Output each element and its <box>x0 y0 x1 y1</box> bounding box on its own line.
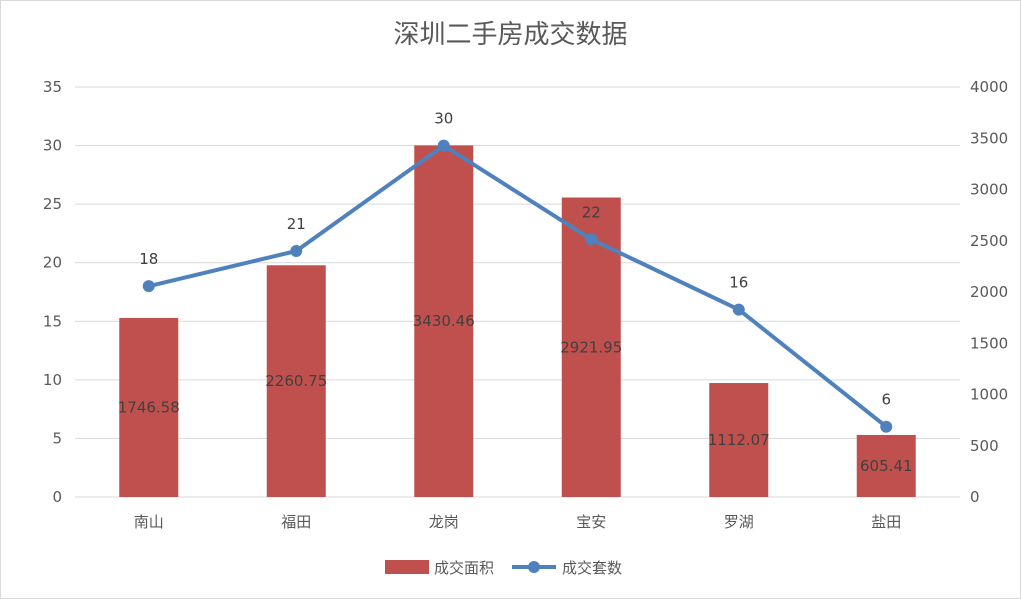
y-right-tick-label: 0 <box>970 488 980 506</box>
bar <box>119 317 179 497</box>
y-left-tick-label: 30 <box>43 137 62 155</box>
line-point <box>290 245 303 257</box>
line-data-label: 30 <box>434 110 453 128</box>
y-left-tick-label: 10 <box>43 371 62 389</box>
y-right-tick-label: 3000 <box>970 181 1008 199</box>
line-point <box>142 280 155 293</box>
bar <box>266 265 326 497</box>
x-tick-label: 盐田 <box>871 513 901 531</box>
series-line <box>148 143 888 429</box>
y-right-tick-label: 1500 <box>970 334 1008 352</box>
bar-data-label: 2921.95 <box>560 338 622 356</box>
y-right-tick-label: 2000 <box>970 283 1008 301</box>
line-point <box>732 303 745 316</box>
y-left-tick-label: 0 <box>52 488 62 506</box>
legend-swatch-bar <box>385 560 429 574</box>
y-right-tick-label: 500 <box>970 437 999 455</box>
legend-swatch-marker <box>528 561 540 573</box>
bar-data-label: 3430.46 <box>413 312 475 330</box>
y-left-tick-label: 5 <box>52 429 62 447</box>
line-data-label: 21 <box>287 215 306 233</box>
x-tick-label: 龙岗 <box>429 513 459 531</box>
bar-data-label: 2260.75 <box>265 372 327 390</box>
line-data-label: 6 <box>881 391 891 409</box>
y-left-tick-label: 15 <box>43 312 62 330</box>
y-left-tick-label: 35 <box>43 78 62 96</box>
bar <box>709 383 769 497</box>
bar <box>414 145 474 497</box>
y-left-tick-label: 20 <box>43 254 62 272</box>
line-data-label: 22 <box>582 203 601 221</box>
line-point <box>437 139 450 152</box>
bar-data-label: 1746.58 <box>118 398 180 416</box>
bar <box>856 434 916 497</box>
x-tick-label: 南山 <box>134 513 164 531</box>
y-left-tick-label: 25 <box>43 195 62 213</box>
x-tick-label: 福田 <box>281 513 311 531</box>
x-tick-label: 罗湖 <box>724 513 754 531</box>
legend-label-line: 成交套数 <box>562 559 622 577</box>
y-right-tick-label: 1000 <box>970 386 1008 404</box>
y-right-tick-label: 3500 <box>970 129 1008 147</box>
line-data-label: 16 <box>729 274 748 292</box>
y-right-tick-label: 4000 <box>970 78 1008 96</box>
line-point <box>880 420 893 433</box>
x-tick-label: 宝安 <box>576 513 606 531</box>
line-point <box>585 233 598 246</box>
bar-data-label: 1112.07 <box>708 431 770 449</box>
y-right-tick-label: 2500 <box>970 232 1008 250</box>
chart-title: 深圳二手房成交数据 <box>393 20 628 50</box>
legend-label-bar: 成交面积 <box>434 559 494 577</box>
line-data-label: 18 <box>139 250 158 268</box>
bar-data-label: 605.41 <box>860 457 913 475</box>
